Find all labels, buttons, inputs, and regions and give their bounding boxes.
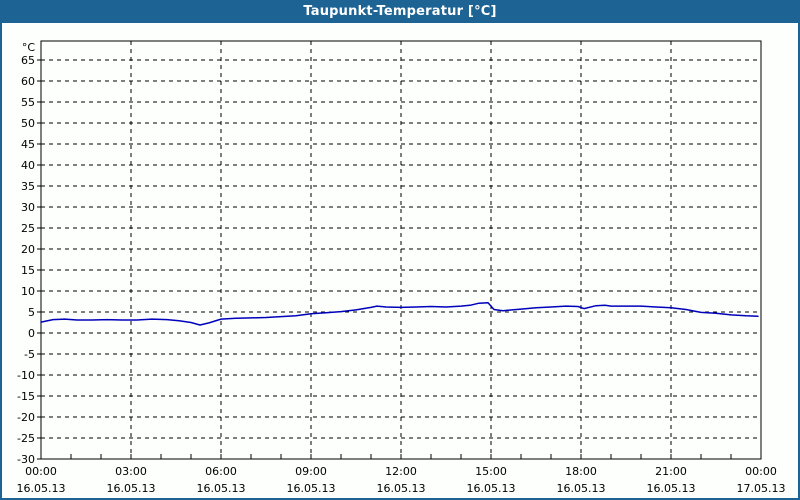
y-tick-label: 45	[21, 138, 35, 151]
x-tick-date-label: 16.05.13	[467, 482, 516, 495]
y-tick-label: 55	[21, 96, 35, 109]
y-tick-label: -15	[17, 390, 35, 403]
x-tick-time-label: 15:00	[475, 465, 507, 478]
y-tick-label: 50	[21, 117, 35, 130]
x-tick-date-label: 16.05.13	[17, 482, 66, 495]
x-tick-date-label: 16.05.13	[557, 482, 606, 495]
y-tick-label: 60	[21, 75, 35, 88]
y-tick-label: 0	[28, 327, 35, 340]
y-tick-label: 15	[21, 264, 35, 277]
title-bar: Taupunkt-Temperatur [°C]	[2, 0, 798, 23]
x-tick-date-label: 16.05.13	[107, 482, 156, 495]
x-tick-time-label: 00:00	[745, 465, 777, 478]
y-tick-label: -20	[17, 411, 35, 424]
x-tick-date-label: 16.05.13	[377, 482, 426, 495]
x-tick-date-label: 16.05.13	[287, 482, 336, 495]
y-tick-label: 5	[28, 306, 35, 319]
y-tick-label: 25	[21, 222, 35, 235]
window-title: Taupunkt-Temperatur [°C]	[303, 4, 497, 19]
y-tick-label: 10	[21, 285, 35, 298]
x-tick-time-label: 12:00	[385, 465, 417, 478]
y-tick-label: 30	[21, 201, 35, 214]
chart-area: 65 60 55 50 45 40 35 30 25 20 15 10 5 0 -5 -10 -15 -20 -25…	[2, 23, 798, 498]
y-tick-label: -30	[17, 453, 35, 466]
y-tick-label: -10	[17, 369, 35, 382]
y-tick-label: -25	[17, 432, 35, 445]
y-tick-label: -5	[24, 348, 35, 361]
x-tick-time-label: 09:00	[295, 465, 327, 478]
y-tick-label: 65	[21, 54, 35, 67]
plot-frame	[40, 40, 762, 460]
x-tick-date-label: 16.05.13	[197, 482, 246, 495]
x-tick-time-label: 06:00	[205, 465, 237, 478]
x-tick-time-label: 03:00	[115, 465, 147, 478]
y-tick-label: 40	[21, 159, 35, 172]
temperature-line	[40, 302, 759, 326]
y-tick-label: 35	[21, 180, 35, 193]
x-tick-time-label: 00:00	[25, 465, 57, 478]
x-tick-time-label: 21:00	[655, 465, 687, 478]
dewpoint-temperature-chart: 65605550454035302520151050-5-10-15-20-25…	[17, 40, 786, 495]
y-axis-unit-label: °C	[22, 41, 36, 54]
x-tick-date-label: 17.05.13	[737, 482, 786, 495]
x-tick-date-label: 16.05.13	[647, 482, 696, 495]
y-tick-label: 20	[21, 243, 35, 256]
x-tick-time-label: 18:00	[565, 465, 597, 478]
